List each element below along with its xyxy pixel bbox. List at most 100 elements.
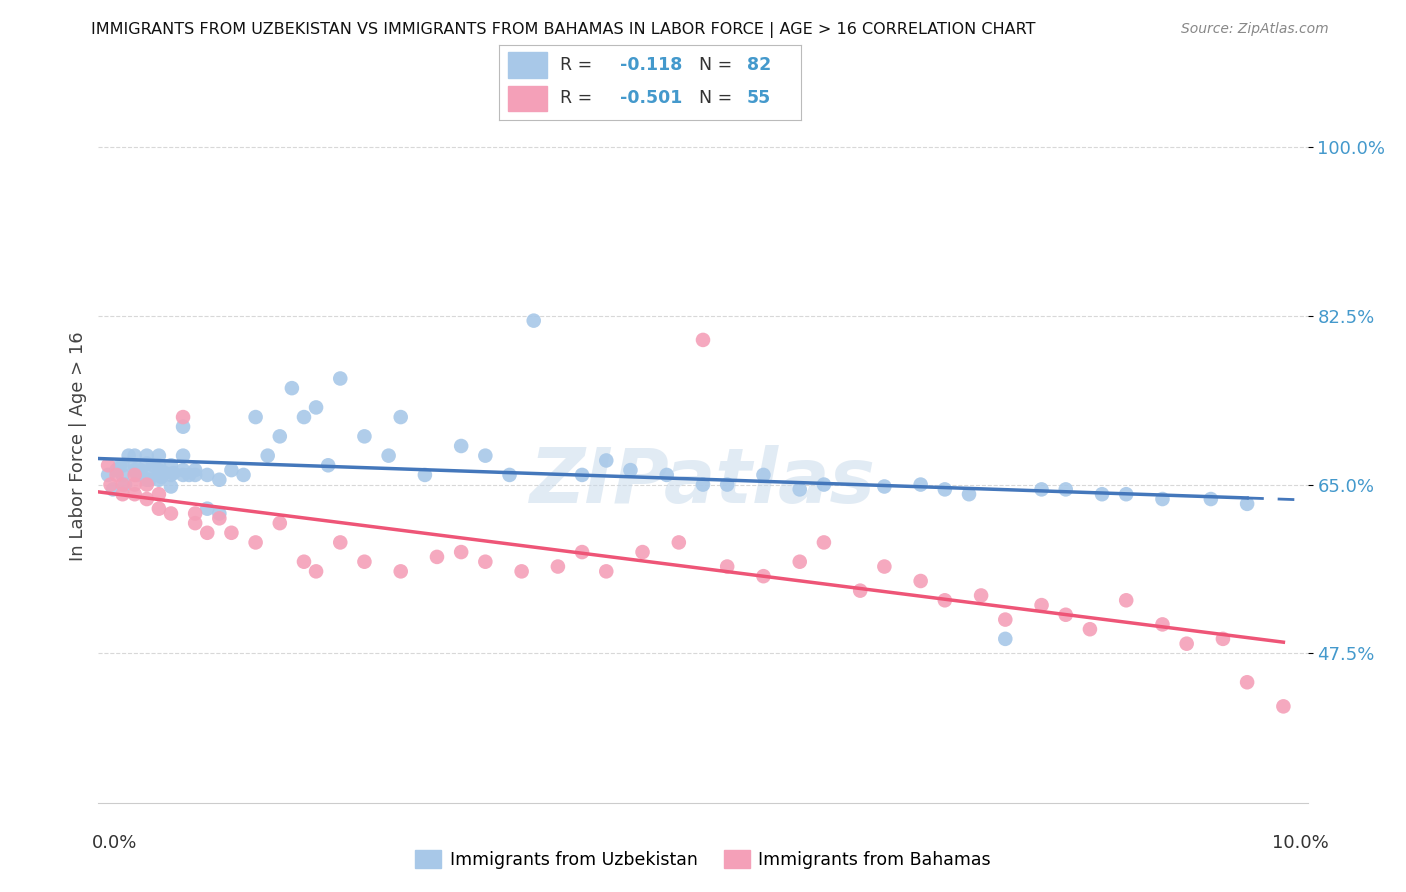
Point — [221, 463, 243, 477]
Point — [1152, 617, 1174, 632]
Point — [142, 458, 165, 473]
Point — [752, 569, 775, 583]
Bar — [508, 52, 547, 78]
Point — [934, 483, 956, 497]
Point — [184, 507, 207, 521]
Point — [172, 419, 194, 434]
Point — [329, 371, 352, 385]
Point — [619, 463, 641, 477]
Bar — [508, 86, 547, 112]
Point — [292, 410, 315, 425]
Point — [970, 589, 993, 603]
Point — [153, 466, 176, 480]
Point — [910, 574, 932, 588]
Point — [450, 439, 472, 453]
Point — [1115, 487, 1137, 501]
Text: -0.501: -0.501 — [620, 89, 682, 107]
Point — [1272, 699, 1295, 714]
Point — [474, 555, 496, 569]
Legend: Immigrants from Uzbekistan, Immigrants from Bahamas: Immigrants from Uzbekistan, Immigrants f… — [408, 844, 998, 876]
Text: R =: R = — [560, 89, 598, 107]
Point — [118, 449, 141, 463]
Point — [789, 483, 811, 497]
Point — [160, 467, 183, 482]
Point — [100, 477, 122, 491]
Text: 0.0%: 0.0% — [91, 834, 136, 852]
Point — [523, 313, 546, 327]
Point — [510, 565, 533, 579]
Point — [269, 429, 291, 443]
Text: R =: R = — [560, 56, 598, 74]
Point — [160, 479, 183, 493]
Point — [97, 467, 120, 482]
Point — [135, 477, 157, 491]
Y-axis label: In Labor Force | Age > 16: In Labor Force | Age > 16 — [69, 331, 87, 561]
Point — [1054, 483, 1077, 497]
Point — [1031, 598, 1053, 612]
Point — [1236, 497, 1258, 511]
Point — [135, 456, 157, 470]
Point — [172, 463, 194, 477]
Point — [135, 473, 157, 487]
Text: Source: ZipAtlas.com: Source: ZipAtlas.com — [1181, 22, 1329, 37]
Point — [208, 511, 231, 525]
Point — [1031, 483, 1053, 497]
Point — [172, 410, 194, 425]
Point — [1175, 637, 1198, 651]
Point — [111, 477, 134, 491]
Point — [124, 458, 146, 473]
Point — [129, 463, 152, 477]
Point — [245, 535, 267, 549]
Point — [571, 545, 593, 559]
Point — [114, 477, 136, 491]
Point — [160, 507, 183, 521]
Point — [245, 410, 267, 425]
Point — [124, 487, 146, 501]
Point — [1199, 491, 1222, 506]
Point — [752, 467, 775, 482]
Point — [172, 467, 194, 482]
Point — [208, 473, 231, 487]
Text: 55: 55 — [747, 89, 772, 107]
Point — [177, 467, 201, 482]
Point — [389, 410, 412, 425]
Point — [105, 463, 128, 477]
Point — [101, 483, 124, 497]
Point — [994, 613, 1017, 627]
Point — [595, 565, 617, 579]
Point — [716, 559, 738, 574]
Point — [172, 449, 194, 463]
Point — [547, 559, 569, 574]
Point — [873, 479, 896, 493]
Point — [150, 470, 173, 484]
Point — [111, 487, 134, 501]
Point — [413, 467, 436, 482]
Point — [655, 467, 678, 482]
Point — [124, 477, 146, 491]
Point — [329, 535, 352, 549]
Text: N =: N = — [699, 56, 737, 74]
Point — [97, 458, 120, 473]
Point — [595, 453, 617, 467]
Point — [108, 458, 131, 473]
Point — [184, 463, 207, 477]
Point — [389, 565, 412, 579]
Point — [1091, 487, 1114, 501]
Point — [498, 467, 520, 482]
Point — [124, 467, 146, 482]
Text: 82: 82 — [747, 56, 772, 74]
Text: N =: N = — [699, 89, 737, 107]
Point — [1212, 632, 1234, 646]
Point — [269, 516, 291, 530]
Point — [934, 593, 956, 607]
Point — [474, 449, 496, 463]
Point — [353, 555, 375, 569]
Point — [135, 467, 157, 482]
Point — [124, 449, 146, 463]
Point — [305, 401, 328, 415]
Point — [148, 467, 170, 482]
Point — [148, 473, 170, 487]
Point — [184, 467, 207, 482]
Point — [160, 458, 183, 473]
Point — [1236, 675, 1258, 690]
